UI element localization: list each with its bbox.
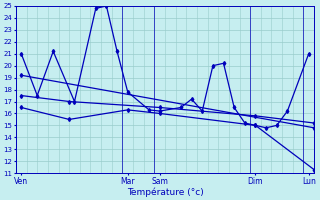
X-axis label: Température (°c): Température (°c) bbox=[127, 187, 203, 197]
